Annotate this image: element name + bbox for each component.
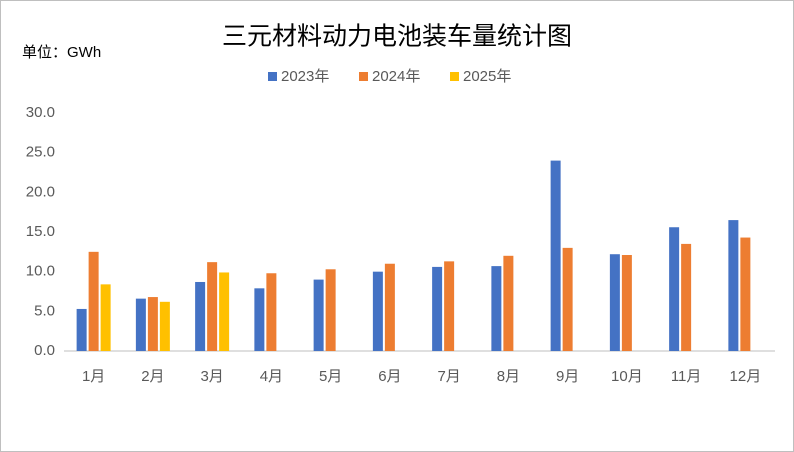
legend-label: 2025年	[463, 68, 511, 85]
x-tick-label: 1月	[82, 368, 105, 385]
legend-swatch	[268, 72, 277, 81]
x-tick-label: 5月	[319, 368, 342, 385]
bar	[503, 255, 514, 351]
bar	[207, 262, 218, 351]
chart-title: 三元材料动力电池装车量统计图	[222, 22, 572, 51]
y-tick-label: 0.0	[34, 342, 55, 359]
bar	[195, 281, 206, 351]
bar	[372, 271, 383, 351]
bar	[681, 243, 692, 351]
x-tick-label: 2月	[141, 368, 164, 385]
bar	[159, 301, 170, 351]
bar	[740, 237, 751, 351]
y-tick-label: 30.0	[26, 104, 55, 121]
bar	[384, 263, 395, 351]
x-tick-label: 3月	[200, 368, 223, 385]
legend-label: 2023年	[281, 68, 329, 85]
x-tick-label: 8月	[497, 368, 520, 385]
bar	[219, 272, 230, 351]
bar	[266, 273, 277, 351]
bar	[669, 227, 680, 351]
y-tick-label: 20.0	[26, 183, 55, 200]
bar	[562, 247, 573, 351]
bar	[609, 254, 620, 351]
bar	[254, 288, 265, 351]
bar	[325, 269, 336, 351]
y-tick-label: 10.0	[26, 263, 55, 280]
bar	[313, 279, 324, 351]
unit-label: 单位：GWh	[22, 44, 101, 61]
bar	[550, 160, 561, 351]
bar	[135, 298, 146, 351]
x-tick-label: 12月	[730, 368, 762, 385]
x-tick-label: 6月	[378, 368, 401, 385]
x-tick-label: 7月	[437, 368, 460, 385]
bar	[491, 266, 502, 351]
legend-swatch	[450, 72, 459, 81]
legend-swatch	[359, 72, 368, 81]
bar	[76, 308, 87, 351]
bar	[728, 220, 739, 351]
y-tick-label: 15.0	[26, 223, 55, 240]
bar	[88, 251, 99, 351]
x-tick-label: 10月	[611, 368, 643, 385]
bar	[432, 266, 443, 351]
y-tick-label: 25.0	[26, 144, 55, 161]
legend-label: 2024年	[372, 68, 420, 85]
x-tick-label: 9月	[556, 368, 579, 385]
bar	[444, 261, 455, 351]
x-tick-label: 11月	[671, 368, 702, 385]
y-tick-label: 5.0	[34, 302, 55, 319]
bar	[147, 297, 158, 351]
bar	[621, 255, 632, 351]
bar	[100, 284, 111, 351]
x-tick-label: 4月	[260, 368, 283, 385]
